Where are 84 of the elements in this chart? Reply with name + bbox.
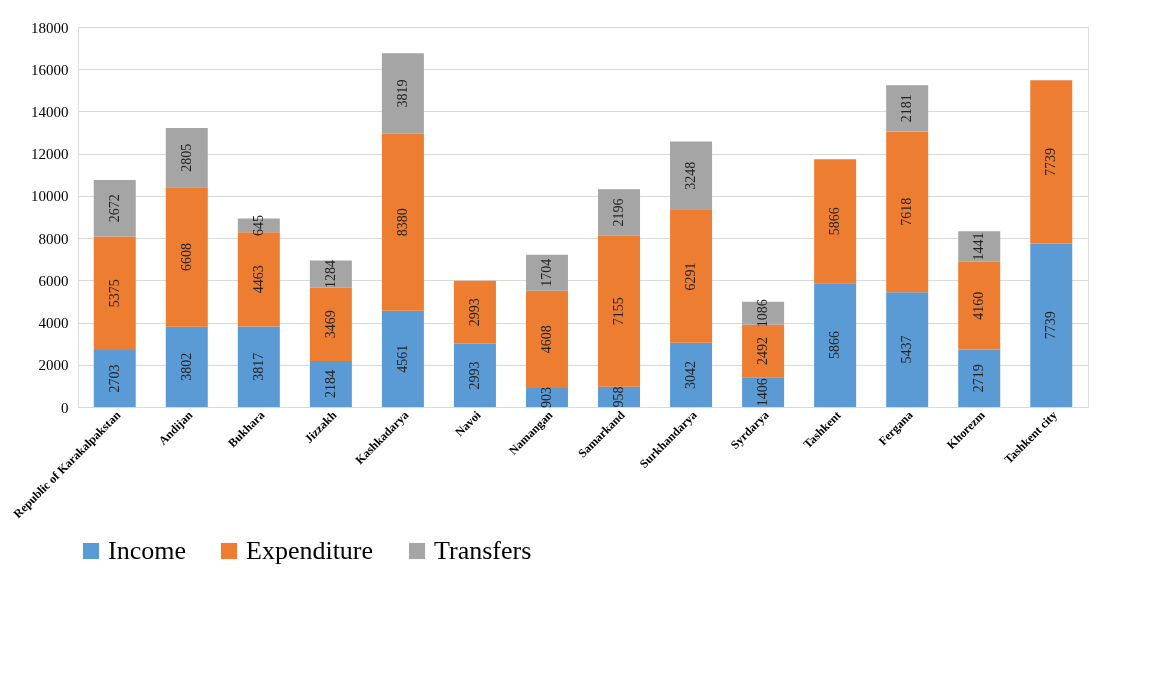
data-label: 958: [611, 386, 627, 408]
data-label: 645: [250, 214, 266, 236]
bar: [670, 342, 713, 407]
data-label: 3042: [683, 360, 699, 389]
data-label: 4160: [971, 291, 987, 320]
bar: [1030, 80, 1073, 244]
bar: [814, 159, 857, 284]
bar: [598, 235, 641, 387]
data-label: 5866: [827, 331, 843, 360]
data-label: 4561: [394, 344, 410, 373]
bar: [453, 280, 496, 344]
y-tick-label: 10000: [31, 188, 69, 205]
bar: [381, 53, 424, 134]
data-label: 7618: [899, 197, 915, 226]
data-label: 2181: [899, 94, 915, 123]
y-tick-label: 16000: [31, 61, 69, 78]
bar: [958, 261, 1001, 350]
data-label: 1284: [322, 260, 338, 289]
bar: [93, 349, 136, 407]
data-label: 3802: [178, 352, 194, 381]
bar: [598, 189, 641, 236]
data-label: 2492: [755, 337, 771, 366]
bar: [309, 287, 352, 361]
data-label: 5437: [899, 335, 915, 364]
data-label: 7739: [1043, 311, 1059, 340]
bar: [93, 180, 136, 237]
data-label: 2196: [611, 198, 627, 227]
legend-label: Transfers: [434, 536, 532, 565]
data-label: 2805: [178, 143, 194, 172]
y-tick-label: 8000: [38, 230, 69, 247]
bar: [453, 343, 496, 407]
data-label: 3819: [394, 79, 410, 108]
legend-label: Expenditure: [246, 536, 374, 565]
y-tick-label: 6000: [38, 272, 69, 289]
bar: [525, 290, 568, 388]
data-label: 1086: [755, 299, 771, 328]
bar: [670, 209, 713, 343]
data-label: 7155: [611, 297, 627, 326]
data-label: 3469: [322, 310, 338, 339]
bar: [165, 187, 208, 327]
bar: [886, 131, 929, 293]
data-label: 1406: [755, 378, 771, 407]
bar: [886, 85, 929, 132]
bar: [165, 326, 208, 407]
bar: [525, 254, 568, 291]
bar: [309, 360, 352, 407]
data-label: 5375: [106, 279, 122, 308]
bar: [886, 292, 929, 407]
bar: [742, 324, 785, 378]
data-label: 4608: [538, 325, 554, 354]
bar: [670, 141, 713, 210]
data-label: 4463: [250, 265, 266, 294]
data-label: 3817: [250, 352, 266, 381]
data-label: 6291: [683, 262, 699, 291]
legend-label: Income: [108, 536, 186, 565]
data-label: 2672: [106, 194, 122, 223]
bar: [381, 310, 424, 407]
data-label: 8380: [394, 208, 410, 237]
data-label: 3248: [683, 161, 699, 190]
y-tick-label: 4000: [38, 315, 69, 332]
data-label: 2993: [466, 361, 482, 390]
bar: [381, 133, 424, 311]
data-label: 2719: [971, 364, 987, 393]
bar: [93, 236, 136, 350]
y-tick-label: 2000: [38, 357, 69, 374]
bar: [237, 326, 280, 407]
data-label: 1704: [538, 258, 554, 287]
bar: [958, 349, 1001, 407]
bar: [814, 283, 857, 407]
data-label: 2184: [322, 369, 338, 398]
data-label: 903: [538, 386, 554, 408]
bar: [1030, 243, 1073, 407]
data-label: 1441: [971, 232, 987, 261]
data-label: 7739: [1043, 147, 1059, 176]
y-tick-label: 0: [61, 399, 69, 416]
data-label: 2993: [466, 298, 482, 327]
bar: [165, 128, 208, 188]
data-label: 6608: [178, 242, 194, 271]
y-tick-label: 18000: [31, 19, 69, 36]
y-tick-label: 14000: [31, 103, 69, 120]
data-label: 5866: [827, 207, 843, 236]
data-label: 2703: [106, 364, 122, 393]
bar: [958, 231, 1001, 262]
y-tick-label: 12000: [31, 146, 69, 163]
